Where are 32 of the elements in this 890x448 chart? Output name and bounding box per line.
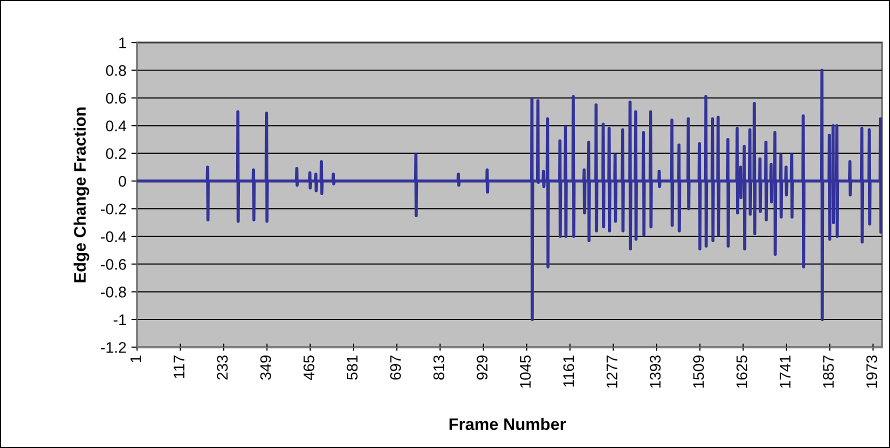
x-tick-label: 1509 [693,356,704,388]
y-tick-label: -0.6 [101,258,126,270]
y-tick-label: -0.4 [101,231,126,242]
y-tick-label: 0 [118,176,126,187]
x-tick-label: 1741 [780,356,790,388]
x-tick-label: 1045 [520,355,531,388]
x-tick-label: 233 [216,356,228,380]
y-axis-title: Edge Change Fraction [74,107,90,282]
x-tick-label: 581 [346,356,358,380]
y-tick-label: -0.2 [101,204,126,214]
x-tick-label: 813 [433,356,444,380]
x-tick-label: 1277 [606,356,618,388]
y-tick-label: 0.2 [106,148,126,160]
y-tick-label: -1.2 [101,342,126,353]
x-tick-label: 1857 [823,356,834,388]
x-tick-label: 465 [304,355,314,380]
y-tick-label: -0.8 [101,286,126,298]
y-tick-label: 0.4 [106,120,126,132]
x-tick-label: 1973 [866,356,878,388]
x-tick-label: 929 [476,356,488,380]
x-tick-label: 1393 [650,356,661,388]
x-tick-label: 1 [130,356,142,362]
y-tick-label: -1 [114,314,126,326]
y-tick-label: 1 [119,38,126,48]
y-tick-label: 0.6 [106,92,126,104]
x-tick-label: 349 [260,356,272,380]
x-tick-label: 697 [390,356,401,380]
x-tick-label: 1625 [736,355,748,388]
x-tick-label: 117 [174,356,184,378]
y-tick-label: 0.8 [106,65,126,76]
x-tick-label: 1161 [563,356,574,387]
x-axis-title: Frame Number [450,418,566,430]
